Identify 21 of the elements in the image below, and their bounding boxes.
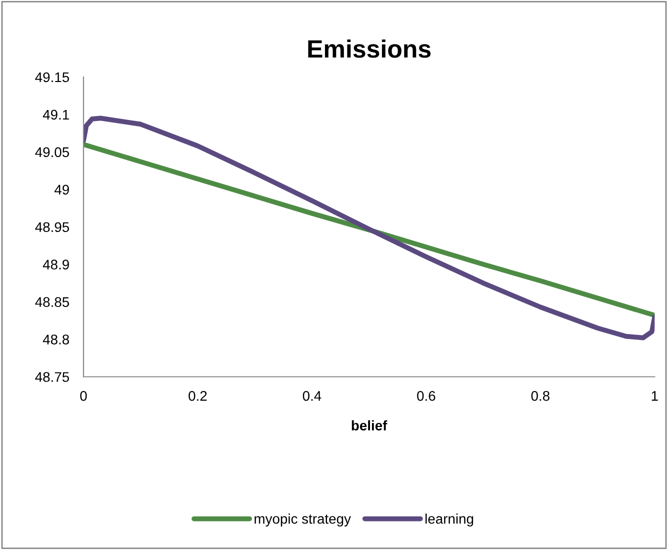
y-tick-label: 49.15 — [35, 72, 70, 82]
y-tick-label: 49.1 — [42, 110, 69, 120]
x-tick-label: 0.4 — [302, 391, 322, 401]
x-tick-label: 1 — [652, 391, 658, 401]
x-tick-label: 0.6 — [417, 391, 436, 401]
y-tick-label: 48.8 — [42, 334, 70, 344]
line-series — [84, 142, 655, 318]
legend-label: myopic strategy — [254, 514, 351, 526]
y-tick-label: 48.75 — [35, 372, 70, 382]
y-tick-label: 49.05 — [35, 147, 70, 158]
chart-title: Emissions — [308, 39, 431, 58]
x-tick-label: 0 — [80, 391, 87, 401]
x-tick-label: 0.8 — [531, 391, 550, 401]
line-series — [84, 116, 655, 340]
legend-label: learning — [426, 514, 474, 526]
y-tick-label: 48.95 — [35, 222, 70, 232]
y-tick-label: 48.85 — [35, 297, 70, 307]
y-tick-label: 48.9 — [42, 260, 69, 270]
y-tick-label: 49 — [54, 184, 69, 195]
x-tick-label: 0.2 — [188, 391, 207, 401]
x-axis-title: belief — [352, 420, 388, 430]
